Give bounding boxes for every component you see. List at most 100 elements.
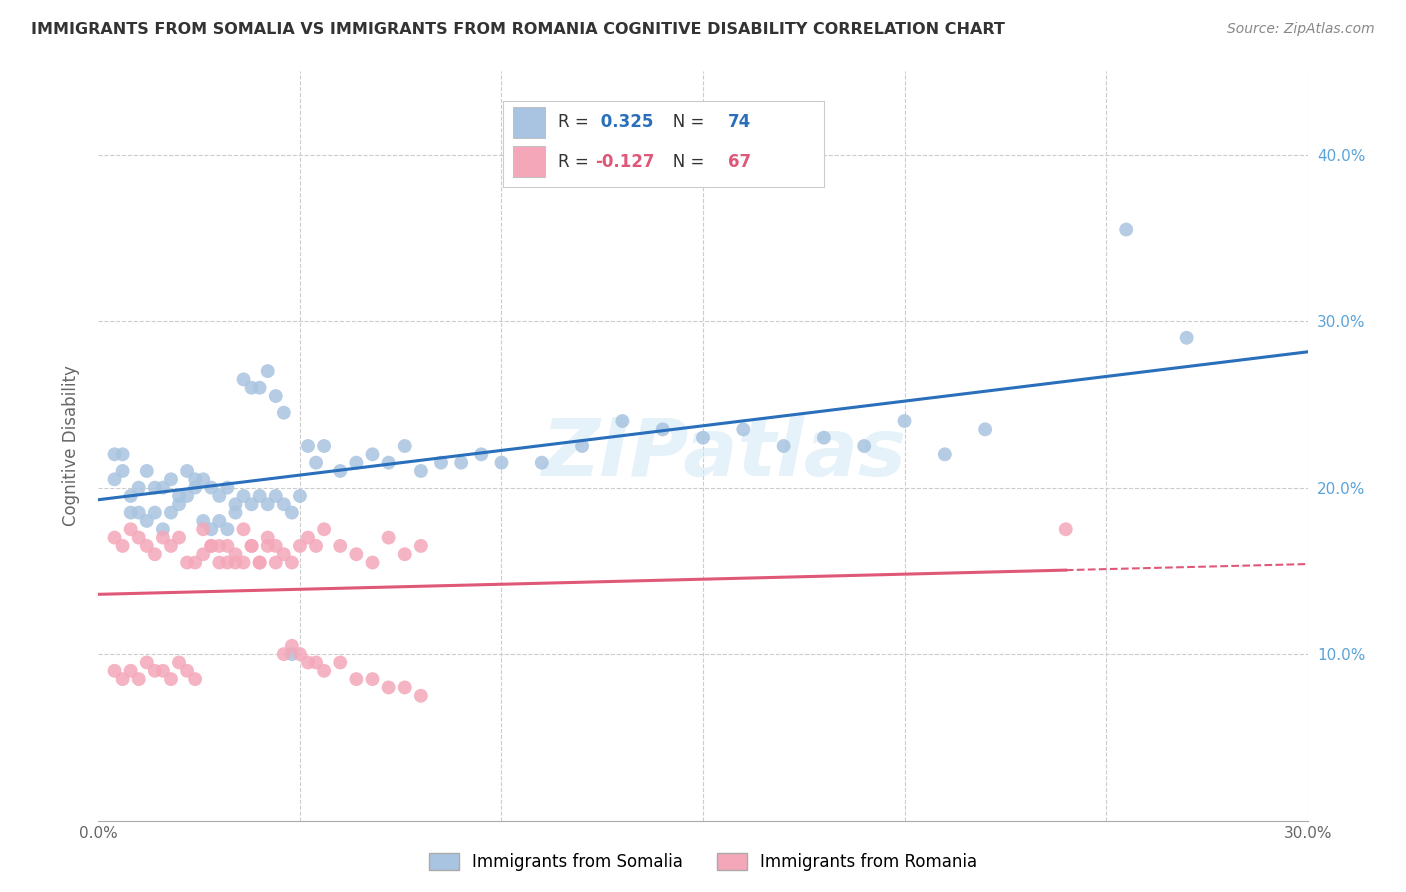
Point <box>240 539 263 553</box>
Point <box>103 664 125 678</box>
Point <box>135 539 157 553</box>
Point <box>143 506 166 520</box>
Point <box>208 489 231 503</box>
Point <box>208 556 231 570</box>
Point <box>208 539 231 553</box>
Point <box>224 497 246 511</box>
Point <box>152 531 174 545</box>
Point <box>224 506 246 520</box>
Point <box>217 556 239 570</box>
Point <box>281 639 304 653</box>
Point <box>111 447 134 461</box>
Point <box>329 464 352 478</box>
Point <box>176 489 198 503</box>
Point <box>264 539 287 553</box>
Point <box>152 481 174 495</box>
Legend: Immigrants from Somalia, Immigrants from Romania: Immigrants from Somalia, Immigrants from… <box>420 845 986 880</box>
Point <box>160 672 183 686</box>
Point <box>103 531 125 545</box>
Point <box>288 489 311 503</box>
Point <box>305 539 328 553</box>
Point <box>217 539 239 553</box>
Point <box>135 464 157 478</box>
Point <box>377 681 399 695</box>
Point <box>273 547 295 561</box>
Point <box>377 531 399 545</box>
Point <box>135 656 157 670</box>
Point <box>344 672 367 686</box>
Point <box>249 489 271 503</box>
Point <box>264 489 287 503</box>
Point <box>111 539 134 553</box>
Point <box>491 456 513 470</box>
Point <box>256 497 278 511</box>
Point <box>193 547 215 561</box>
Point <box>217 481 239 495</box>
Point <box>103 472 125 486</box>
Point <box>409 689 432 703</box>
Point <box>143 481 166 495</box>
Point <box>143 664 166 678</box>
Point <box>733 422 755 436</box>
Point <box>264 389 287 403</box>
Point <box>305 456 328 470</box>
Point <box>120 506 142 520</box>
Point <box>256 539 278 553</box>
Point <box>273 647 295 661</box>
Text: ZIPatlas: ZIPatlas <box>541 416 905 493</box>
Point <box>120 664 142 678</box>
Point <box>394 547 416 561</box>
Point <box>232 372 254 386</box>
Point <box>176 556 198 570</box>
Point <box>193 472 215 486</box>
Point <box>240 539 263 553</box>
Point <box>612 414 634 428</box>
Point <box>120 522 142 536</box>
Point <box>1115 222 1137 236</box>
Point <box>160 472 183 486</box>
Point <box>1175 331 1198 345</box>
Point <box>314 522 336 536</box>
Point <box>167 497 190 511</box>
Point <box>152 664 174 678</box>
Point <box>111 672 134 686</box>
Point <box>152 522 174 536</box>
Point <box>297 531 319 545</box>
Point <box>571 439 593 453</box>
Point <box>256 364 278 378</box>
Point <box>934 447 956 461</box>
Point <box>184 672 207 686</box>
Point <box>409 464 432 478</box>
Text: Source: ZipAtlas.com: Source: ZipAtlas.com <box>1227 22 1375 37</box>
Point <box>288 647 311 661</box>
Point <box>135 514 157 528</box>
Point <box>167 489 190 503</box>
Point <box>249 556 271 570</box>
Point <box>297 656 319 670</box>
Point <box>249 556 271 570</box>
Point <box>176 464 198 478</box>
Point <box>361 556 384 570</box>
Point <box>232 489 254 503</box>
Point <box>314 664 336 678</box>
Point <box>256 531 278 545</box>
Point <box>281 506 304 520</box>
Point <box>240 381 263 395</box>
Point <box>813 431 835 445</box>
Point <box>288 539 311 553</box>
Point <box>249 381 271 395</box>
Point <box>530 456 553 470</box>
Point <box>692 431 714 445</box>
Point <box>430 456 453 470</box>
Point <box>361 447 384 461</box>
Point <box>128 672 150 686</box>
Point <box>281 556 304 570</box>
Point <box>208 514 231 528</box>
Point <box>128 506 150 520</box>
Point <box>361 672 384 686</box>
Point <box>329 656 352 670</box>
Point <box>651 422 673 436</box>
Point <box>224 547 246 561</box>
Text: IMMIGRANTS FROM SOMALIA VS IMMIGRANTS FROM ROMANIA COGNITIVE DISABILITY CORRELAT: IMMIGRANTS FROM SOMALIA VS IMMIGRANTS FR… <box>31 22 1005 37</box>
Point <box>184 481 207 495</box>
